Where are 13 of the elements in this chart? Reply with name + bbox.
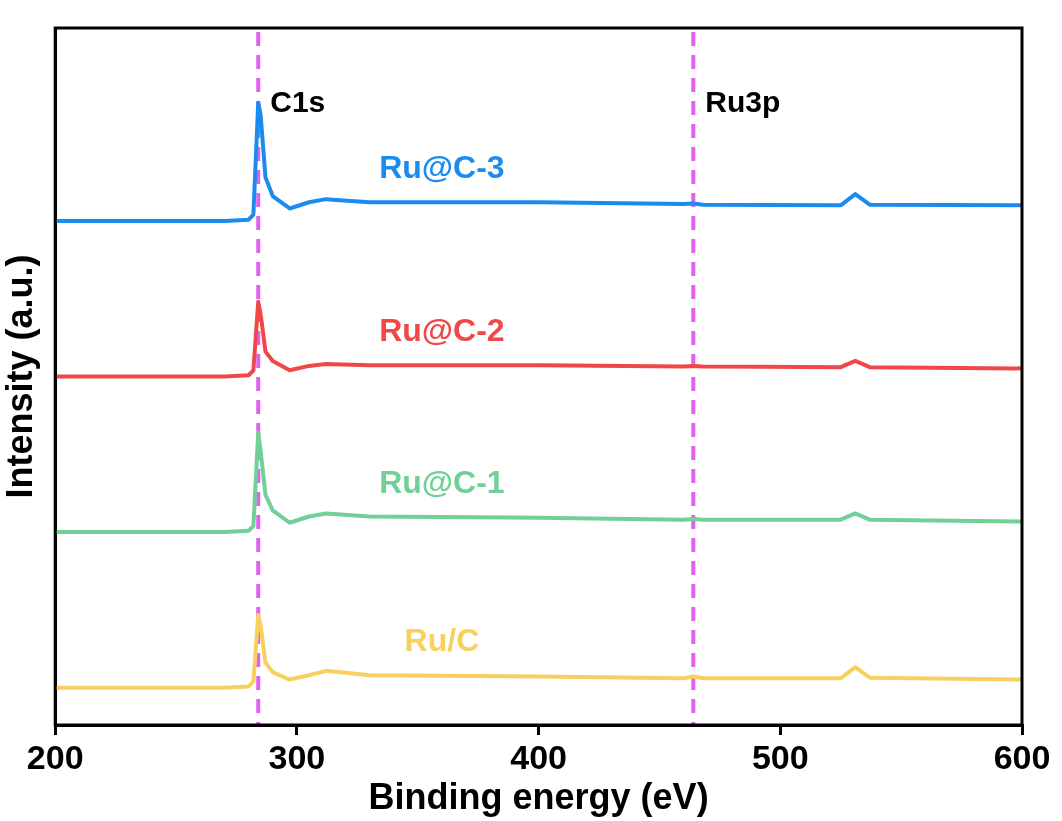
x-tick-label: 500 [751, 737, 809, 776]
series-label: Ru/C [404, 622, 480, 659]
series-label: Ru@C-1 [379, 463, 505, 500]
x-axis-title: Binding energy (eV) [368, 776, 709, 818]
x-tick-label: 400 [510, 737, 567, 776]
ref-line-label: C1s [270, 85, 326, 119]
x-tick-label: 600 [993, 737, 1051, 776]
x-tick-label: 300 [268, 737, 326, 776]
y-axis-title: Intensity (a.u.) [0, 254, 40, 499]
series-label: Ru@C-2 [379, 312, 505, 349]
series-label: Ru@C-3 [379, 149, 505, 186]
x-tick-label: 200 [26, 737, 84, 776]
ref-line-label: Ru3p [705, 85, 781, 119]
